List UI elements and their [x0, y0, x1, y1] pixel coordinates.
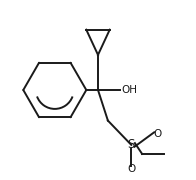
Text: O: O [127, 164, 135, 174]
Text: OH: OH [121, 85, 137, 95]
Text: S: S [128, 138, 135, 151]
Text: O: O [153, 129, 162, 139]
